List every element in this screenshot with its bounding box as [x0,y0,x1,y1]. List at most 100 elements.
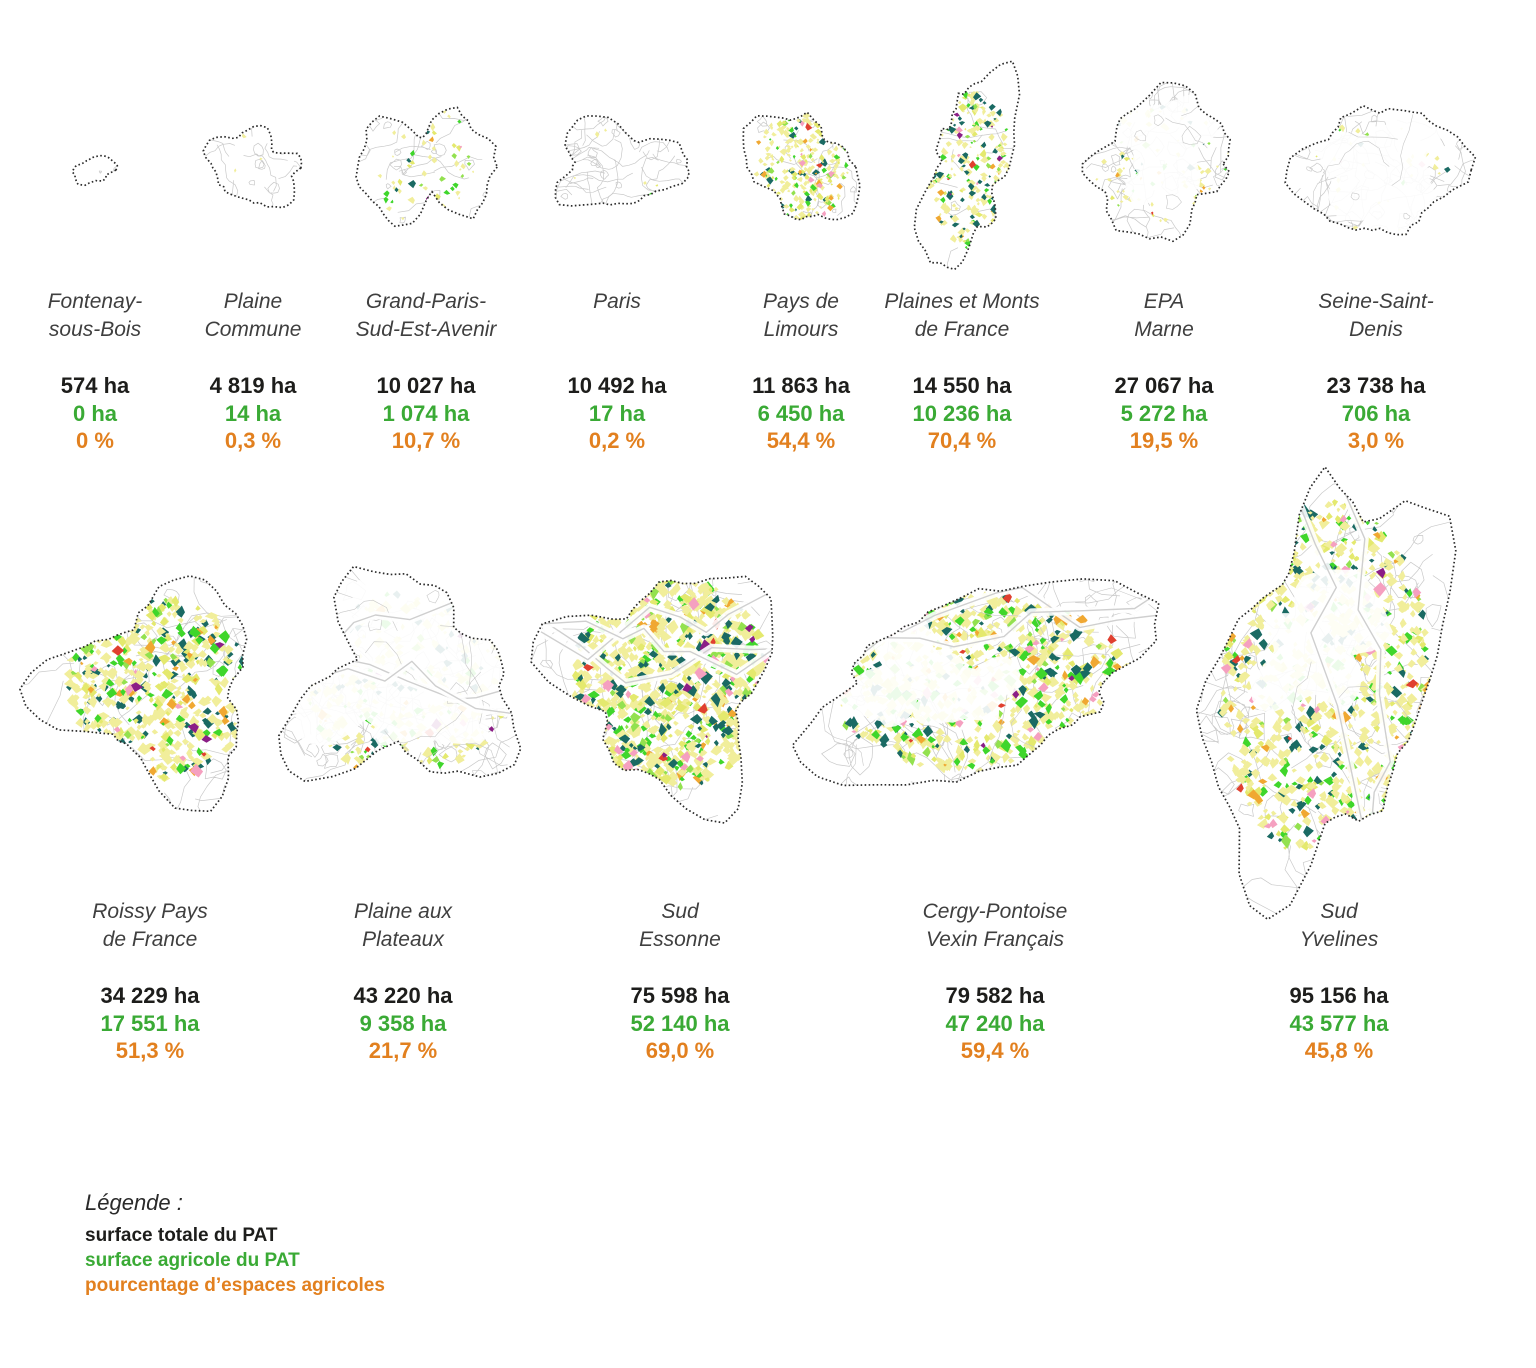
territory-name-line1: Pays de [763,290,839,313]
agricultural-surface-value: 52 140 ha [630,1010,730,1036]
agricultural-surface-value: 0 ha [72,400,118,426]
map-cergy-pontoise-vexin-francais [791,578,1160,787]
territory-cell-plaine-commune: Plaine Commune 4 819 ha 14 ha 0,3 % [143,288,363,455]
territory-cell-sud-yvelines: Sud Yvelines 95 156 ha 43 577 ha 45,8 % [1229,898,1449,1065]
territory-name-line1: Paris [593,290,641,313]
territory-name-line2: de France [914,318,1010,341]
territory-name: Sud Yvelines [1229,898,1449,954]
territory-name-line1: Seine-Saint- [1318,290,1434,313]
territory-name-line2: de France [102,928,198,951]
territory-cell-plaines-et-monts-de-france: Plaines et Monts de France 14 550 ha 10 … [852,288,1072,455]
map-pays-de-limours [742,111,861,221]
total-surface-value: 75 598 ha [630,983,730,1008]
total-surface-value: 27 067 ha [1114,373,1214,398]
territory-name-line1: Sud [661,900,699,923]
total-surface-value: 34 229 ha [100,983,200,1008]
agricultural-percentage-value: 0 % [76,428,114,453]
territory-name: Paris [507,288,727,344]
agricultural-percentage-value: 21,7 % [368,1038,438,1063]
total-surface-value: 11 863 ha [752,373,850,398]
territory-cell-roissy-pays-de-france: Roissy Pays de France 34 229 ha 17 551 h… [40,898,260,1065]
agricultural-surface-value: 14 ha [224,400,282,426]
territory-name-line2: Sud-Est-Avenir [355,318,497,341]
territory-name: Pays de Limours [691,288,911,344]
map-seine-saint-denis [1284,104,1477,236]
agricultural-percentage-value: 0,2 % [588,428,646,453]
agricultural-percentage-value: 0,3 % [224,428,282,453]
territory-cell-fontenay-sous-bois: Fontenay- sous-Bois 574 ha 0 ha 0 % [0,288,205,455]
total-surface-value: 43 220 ha [353,983,453,1008]
territory-name: Seine-Saint- Denis [1266,288,1486,344]
agricultural-surface-value: 47 240 ha [945,1010,1045,1036]
map-epa-marne [1081,81,1232,243]
agricultural-surface-value: 17 551 ha [100,1010,200,1036]
total-surface-value: 574 ha [60,373,130,398]
territory-stats: 10 492 ha 17 ha 0,2 % [507,372,727,455]
territory-stats: 43 220 ha 9 358 ha 21,7 % [293,982,513,1065]
territory-name-line2: Denis [1349,318,1403,341]
territory-name-line1: EPA [1143,290,1185,313]
map-plaines-et-monts-de-france [913,60,1021,271]
territory-cell-grand-paris-sud-est-avenir: Grand-Paris- Sud-Est-Avenir 10 027 ha 1 … [316,288,536,455]
agricultural-percentage-value: 59,4 % [960,1038,1030,1063]
agricultural-surface-value: 43 577 ha [1289,1010,1389,1036]
territory-stats: 79 582 ha 47 240 ha 59,4 % [885,982,1105,1065]
territory-cell-epa-marne: EPA Marne 27 067 ha 5 272 ha 19,5 % [1054,288,1274,455]
territory-name-line2: Essonne [639,928,721,951]
territory-name-line2: Yvelines [1299,928,1379,951]
territory-name: Plaine Commune [143,288,363,344]
map-fontenay-sous-bois [71,154,119,187]
map-plaine-commune [202,124,303,209]
agricultural-percentage-value: 70,4 % [927,428,997,453]
territory-name-line2: Plateaux [362,928,444,951]
total-surface-value: 10 027 ha [376,373,476,398]
territory-stats: 23 738 ha 706 ha 3,0 % [1266,372,1486,455]
territory-name-line1: Cergy-Pontoise [922,900,1068,923]
total-surface-value: 14 550 ha [912,373,1012,398]
agricultural-surface-value: 10 236 ha [912,400,1012,426]
territory-name-line1: Sud [1320,900,1358,923]
map-paris [554,115,691,207]
legend-title: Légende : [85,1190,183,1215]
territory-name: Cergy-Pontoise Vexin Français [885,898,1105,954]
map-sud-essonne [530,575,774,824]
territory-stats: 34 229 ha 17 551 ha 51,3 % [40,982,260,1065]
territory-name-line1: Fontenay- [47,290,143,313]
territory-name-line1: Roissy Pays [92,900,208,923]
territory-stats: 574 ha 0 ha 0 % [0,372,205,455]
territory-name: Fontenay- sous-Bois [0,288,205,344]
territory-name: Plaine aux Plateaux [293,898,513,954]
agricultural-percentage-value: 3,0 % [1347,428,1405,453]
total-surface-value: 79 582 ha [945,983,1045,1008]
total-surface-value: 23 738 ha [1326,373,1426,398]
territory-cell-cergy-pontoise-vexin-francais: Cergy-Pontoise Vexin Français 79 582 ha … [885,898,1105,1065]
territory-name-line2: Vexin Français [925,928,1065,951]
agricultural-percentage-value: 45,8 % [1304,1038,1374,1063]
territory-stats: 11 863 ha 6 450 ha 54,4 % [691,372,911,455]
legend-item-total-surface: surface totale du PAT [85,1225,278,1246]
territory-stats: 75 598 ha 52 140 ha 69,0 % [570,982,790,1065]
agricultural-percentage-value: 10,7 % [391,428,461,453]
territory-stats: 14 550 ha 10 236 ha 70,4 % [852,372,1072,455]
agricultural-surface-value: 9 358 ha [359,1010,447,1036]
total-surface-value: 4 819 ha [209,373,297,398]
territory-name-line1: Plaine aux [353,900,453,923]
territory-name: Sud Essonne [570,898,790,954]
total-surface-value: 10 492 ha [567,373,667,398]
territory-name-line2: Limours [763,318,839,341]
map-plaine-aux-plateaux [277,565,522,783]
agricultural-percentage-value: 69,0 % [645,1038,715,1063]
territory-cell-pays-de-limours: Pays de Limours 11 863 ha 6 450 ha 54,4 … [691,288,911,455]
territory-name-line1: Plaines et Monts [884,290,1040,313]
territory-name-line2: sous-Bois [48,318,142,341]
agricultural-percentage-value: 54,4 % [766,428,836,453]
territory-stats: 4 819 ha 14 ha 0,3 % [143,372,363,455]
legend-item-agricultural-percentage: pourcentage d’espaces agricoles [85,1275,385,1296]
territory-name: Grand-Paris- Sud-Est-Avenir [316,288,536,344]
agricultural-surface-value: 17 ha [588,400,646,426]
territory-stats: 10 027 ha 1 074 ha 10,7 % [316,372,536,455]
territory-cell-seine-saint-denis: Seine-Saint- Denis 23 738 ha 706 ha 3,0 … [1266,288,1486,455]
territory-name: EPA Marne [1054,288,1274,344]
agricultural-surface-value: 6 450 ha [757,400,845,426]
territory-stats: 27 067 ha 5 272 ha 19,5 % [1054,372,1274,455]
